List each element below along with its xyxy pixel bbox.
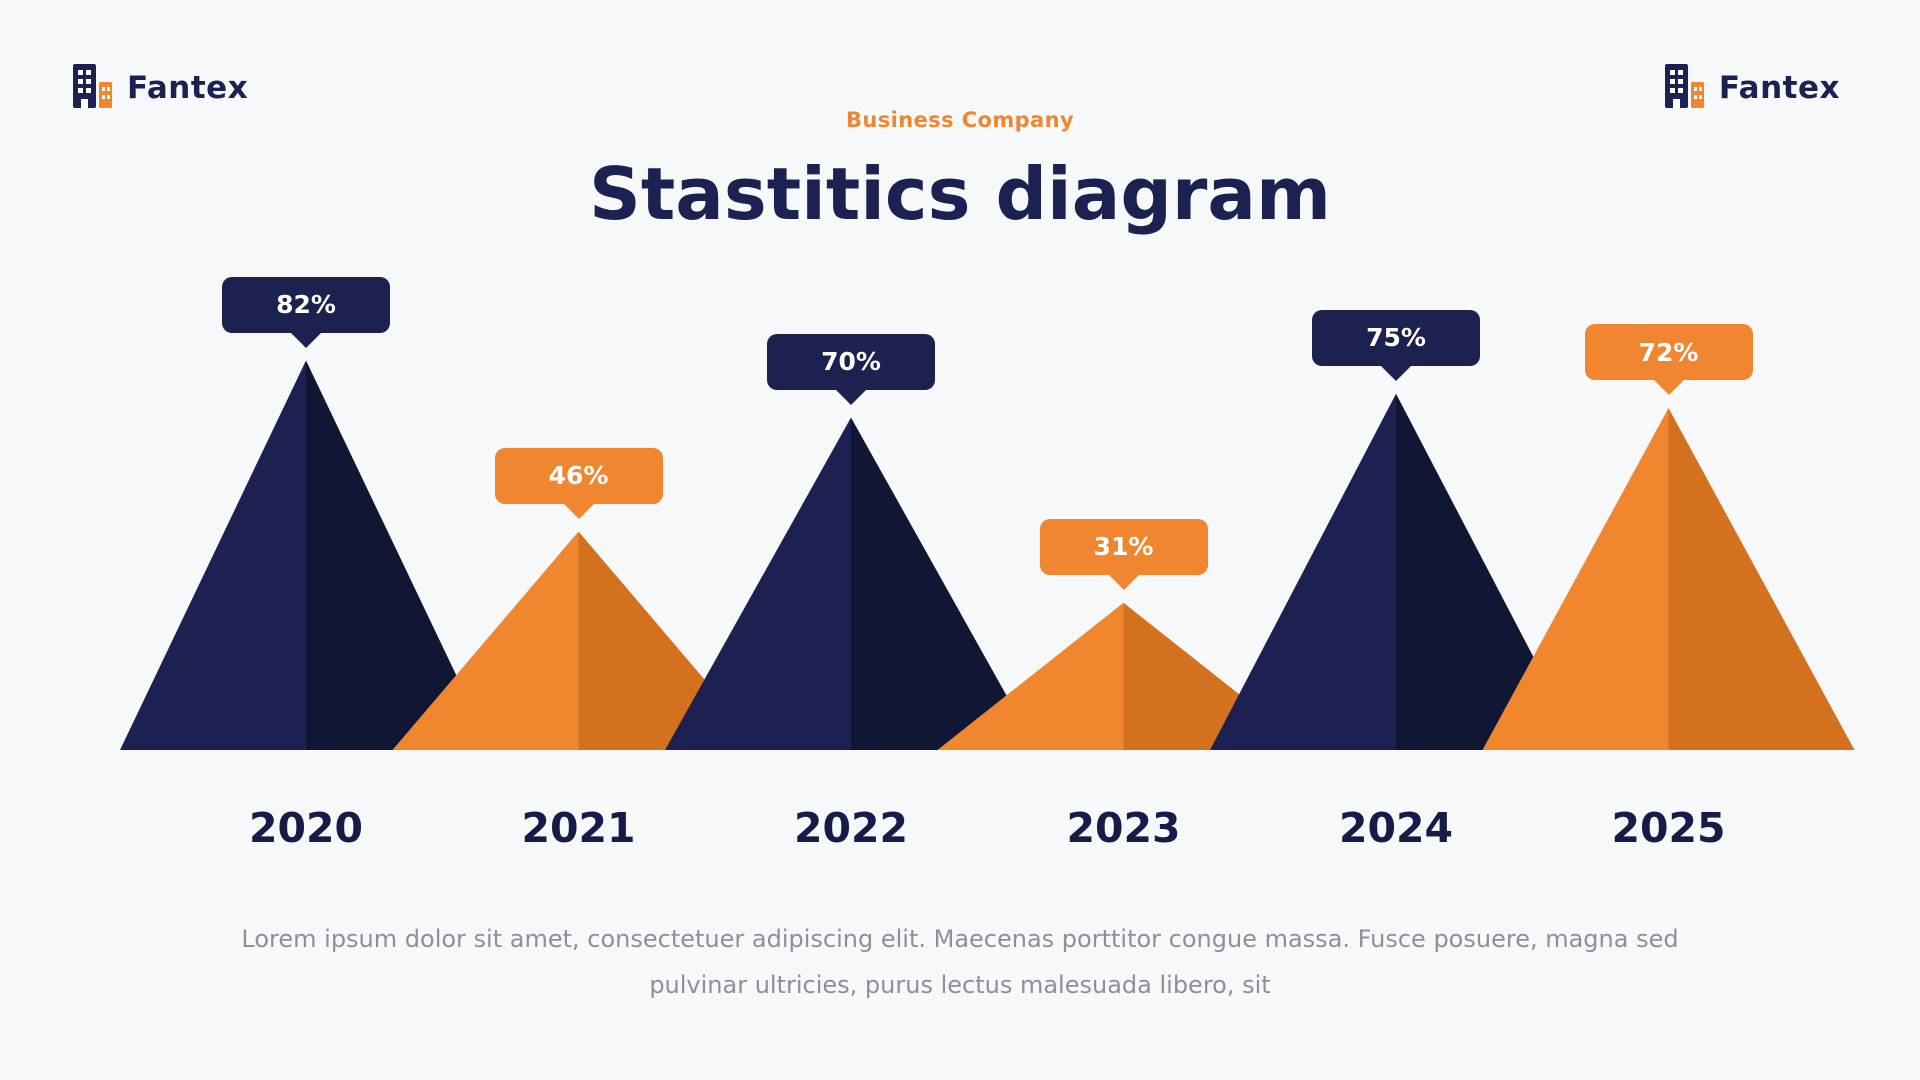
footer-text: Lorem ipsum dolor sit amet, consectetuer… — [0, 916, 1920, 1008]
year-label-2020: 2020 — [248, 804, 364, 852]
value-badge-label: 72% — [1638, 337, 1699, 367]
brand-name: Fantex — [1718, 70, 1840, 106]
year-label-2022: 2022 — [793, 804, 909, 852]
triangle-left-half — [1210, 393, 1396, 750]
value-badge-label: 70% — [821, 347, 881, 376]
value-badge-2025: 72% — [1584, 324, 1753, 395]
footer-line-1: Lorem ipsum dolor sit amet, consectetuer… — [241, 925, 1679, 953]
building-icon — [72, 62, 114, 114]
triangle-left-half — [665, 417, 851, 750]
year-label-2021: 2021 — [521, 804, 636, 852]
year-label-2024: 2024 — [1338, 804, 1454, 852]
building-icon — [1664, 62, 1706, 114]
triangle-left-half — [937, 602, 1124, 750]
value-badge-label: 75% — [1366, 323, 1426, 353]
badge-tail — [562, 502, 595, 519]
brand-name: Fantex — [127, 70, 249, 106]
value-badge-label: 46% — [548, 461, 609, 490]
badge-tail — [1380, 364, 1412, 381]
triangle-right-half — [851, 417, 1037, 750]
peak-2022 — [665, 417, 1037, 750]
value-badge-2022: 70% — [767, 333, 935, 405]
badge-tail — [1652, 379, 1685, 395]
value-badge-label: 31% — [1093, 532, 1154, 562]
triangle-left-half — [1482, 408, 1669, 750]
value-badge-2021: 46% — [494, 447, 663, 519]
triangle-right-half — [1668, 408, 1855, 750]
badge-tail — [1107, 573, 1140, 590]
value-badge-2023: 31% — [1039, 518, 1208, 590]
value-badge-2020: 82% — [222, 276, 390, 348]
year-label-2023: 2023 — [1066, 804, 1181, 852]
peak-2020 — [120, 360, 492, 750]
page-title: Stastitics diagram — [589, 152, 1331, 236]
year-label-2025: 2025 — [1611, 804, 1726, 852]
footer-line-2: pulvinar ultricies, purus lectus malesua… — [649, 971, 1271, 999]
badge-tail — [835, 388, 867, 405]
triangle-left-half — [120, 360, 306, 750]
triangle-left-half — [392, 531, 579, 750]
brand-logo-left: Fantex — [72, 62, 248, 114]
brand-logo-right: Fantex — [1664, 62, 1840, 114]
badge-tail — [290, 331, 322, 348]
triangle-right-half — [306, 360, 492, 750]
value-badge-2024: 75% — [1312, 309, 1480, 381]
peak-2025 — [1482, 408, 1855, 750]
slide-subtitle: Business Company — [845, 108, 1075, 132]
value-badge-label: 82% — [276, 290, 336, 319]
